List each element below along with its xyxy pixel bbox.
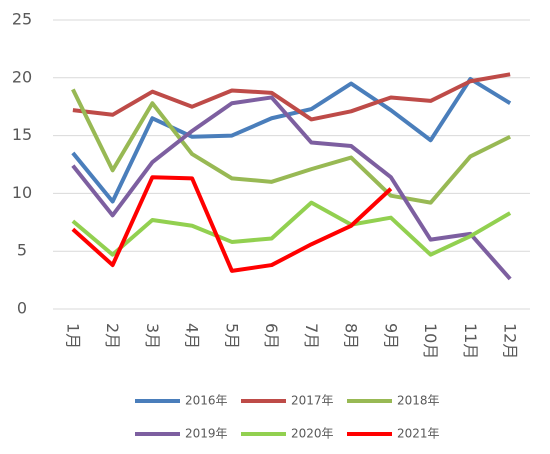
series-line (72, 72, 511, 122)
x-tick-label: 11月 (461, 323, 480, 359)
y-tick-label: 0 (17, 299, 27, 318)
x-tick-label: 5月 (222, 323, 241, 349)
x-tick-label: 4月 (183, 323, 202, 349)
y-tick-label: 5 (17, 241, 27, 260)
x-tick-label: 10月 (421, 323, 440, 359)
y-tick-label: 20 (12, 67, 32, 86)
x-tick-label: 6月 (262, 323, 281, 349)
y-tick-label: 15 (12, 125, 32, 144)
x-tick-label: 9月 (381, 323, 400, 349)
legend-label: 2020年 (291, 427, 334, 441)
x-tick-label: 3月 (143, 323, 162, 349)
series-line (71, 76, 512, 204)
legend-label: 2016年 (185, 394, 228, 408)
x-tick-label: 8月 (342, 323, 361, 349)
y-tick-label: 10 (12, 183, 32, 202)
series-line (71, 95, 512, 281)
legend-label: 2021年 (397, 427, 440, 441)
x-tick-label: 2月 (103, 323, 122, 349)
series-line (71, 200, 512, 257)
y-tick-label: 25 (12, 10, 32, 29)
x-tick-label: 7月 (302, 323, 321, 349)
series-line (71, 88, 512, 205)
legend-label: 2017年 (291, 394, 334, 408)
x-tick-label: 1月 (63, 323, 82, 349)
x-tick-label: 12月 (501, 323, 520, 359)
legend-label: 2018年 (397, 394, 440, 408)
series-line (71, 175, 393, 273)
legend-label: 2019年 (185, 427, 228, 441)
